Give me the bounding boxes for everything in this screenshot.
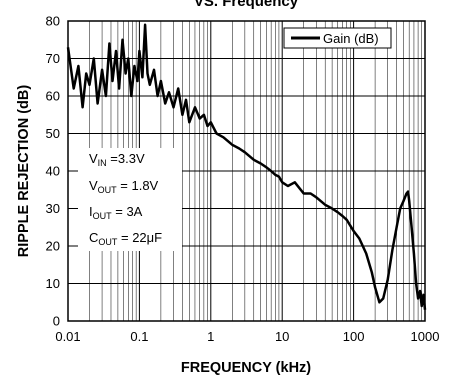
y-tick-label: 80	[46, 14, 60, 29]
x-tick-label: 1000	[411, 329, 440, 344]
legend-label: Gain (dB)	[323, 31, 379, 46]
x-tick-label: 1	[207, 329, 214, 344]
test-conditions: VIN =3.3V VOUT = 1.8V IOUT = 3A COUT = 22μF	[78, 148, 182, 251]
legend-box	[283, 27, 392, 49]
condition-label: VIN =3.3V	[89, 151, 145, 168]
y-tick-label: 60	[46, 89, 60, 104]
y-tick-label: 30	[46, 201, 60, 216]
y-tick-label: 0	[53, 314, 60, 329]
series-line-gain	[66, 23, 427, 310]
x-tick-label: 100	[343, 329, 365, 344]
y-tick-label: 20	[46, 239, 60, 254]
plot-frame	[67, 20, 426, 322]
condition-label: VOUT = 1.8V	[89, 178, 159, 195]
y-axis-title: RIPPLE REJECTION (dB)	[16, 85, 32, 258]
x-tick-label: 10	[275, 329, 289, 344]
x-axis-title: FREQUENCY (kHz)	[181, 360, 311, 376]
y-tick-label: 70	[46, 51, 60, 66]
chart-title: VS. Frequency	[194, 0, 299, 10]
x-tick-label: 0.1	[130, 329, 148, 344]
condition-label: IOUT = 3A	[89, 204, 143, 221]
x-tick-labels: 0.01 0.1 1 10 100 1000	[55, 329, 439, 344]
y-tick-label: 40	[46, 164, 60, 179]
y-tick-labels: 0 10 20 30 40 50 60 70 80	[46, 14, 60, 329]
y-tick-label: 10	[46, 276, 60, 291]
condition-label: COUT = 22μF	[89, 230, 162, 247]
conditions-backdrop	[78, 148, 182, 251]
legend: Gain (dB)	[283, 27, 392, 49]
y-tick-label: 50	[46, 126, 60, 141]
x-tick-label: 0.01	[55, 329, 80, 344]
